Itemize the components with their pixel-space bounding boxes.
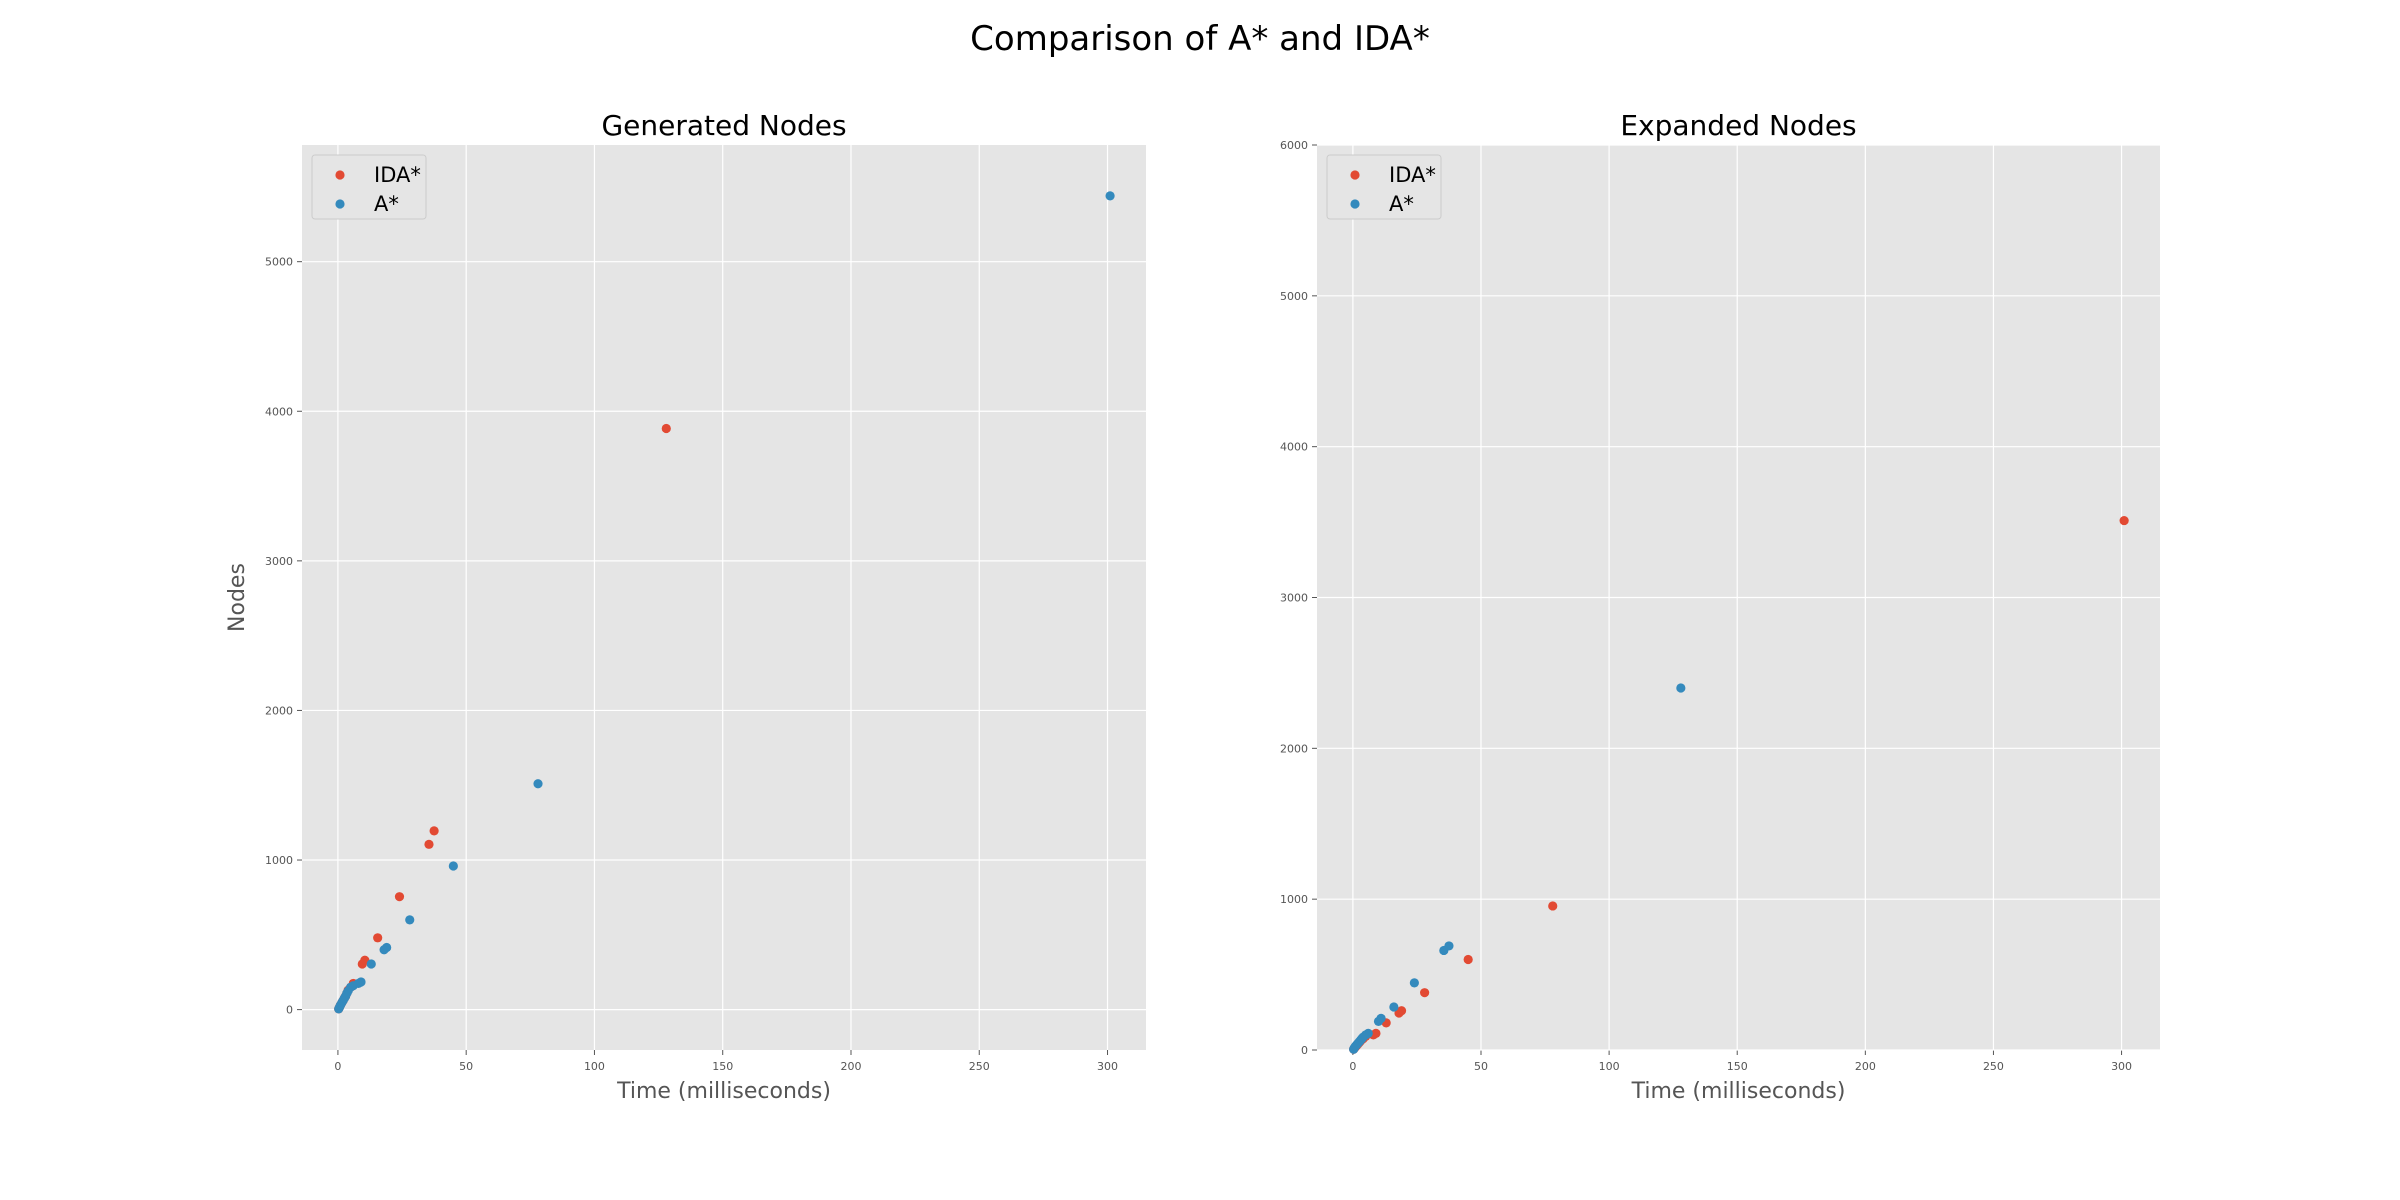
y-tick-label: 2000: [265, 704, 293, 717]
x-tick-label: 250: [969, 1060, 990, 1073]
y-tick-label: 0: [1301, 1044, 1308, 1057]
idastar-point: [1371, 1028, 1381, 1039]
y-tick-label: 5000: [265, 256, 293, 269]
figure-title: Comparison of A* and IDA*: [970, 19, 1430, 59]
idastar-point: [1420, 988, 1430, 998]
idastar-point: [394, 892, 405, 902]
y-tick-label: 4000: [265, 405, 293, 418]
legend-marker: [335, 199, 345, 209]
y-tick-label: 6000: [1280, 139, 1308, 152]
x-tick-label: 300: [1097, 1060, 1118, 1073]
expanded-nodes-panel: 0 50 100 150 200 250 3000100020003000400050006…: [1280, 109, 2160, 1104]
legend-marker: [335, 170, 345, 180]
legend-label: A*: [374, 192, 399, 216]
astar-point: [1676, 683, 1686, 693]
y-axis-label: Nodes: [225, 563, 250, 632]
idastar-point: [429, 826, 439, 836]
astar-point: [405, 915, 415, 925]
x-tick-label: 50: [1474, 1060, 1488, 1073]
panel-title: Expanded Nodes: [1620, 109, 1856, 142]
y-tick-label: 0: [286, 1004, 293, 1017]
y-tick-label: 1000: [265, 854, 293, 867]
astar-point: [1376, 1013, 1386, 1023]
astar-point: [1363, 1028, 1373, 1039]
x-tick-label: 0: [334, 1060, 341, 1073]
y-tick-label: 1000: [1280, 893, 1308, 906]
legend-marker: [1350, 170, 1360, 180]
idastar-point: [424, 839, 434, 849]
y-tick-label: 4000: [1280, 441, 1308, 454]
idastar-point: [1463, 954, 1473, 965]
astar-point: [1105, 191, 1115, 201]
idastar-point: [2119, 515, 2129, 526]
astar-point: [1389, 1002, 1399, 1012]
x-tick-label: 50: [459, 1060, 473, 1073]
plot-area: [302, 145, 1146, 1050]
astar-point: [1444, 941, 1454, 951]
x-tick-label: 100: [584, 1060, 605, 1073]
astar-point: [533, 779, 543, 789]
x-tick-label: 300: [2111, 1060, 2132, 1073]
idastar-point: [373, 933, 383, 943]
legend-label: IDA*: [1389, 163, 1436, 187]
y-tick-label: 2000: [1280, 742, 1308, 755]
generated-nodes-panel: 0 50 100 150 200 250 300010002000300040005000G…: [225, 109, 1146, 1104]
idastar-point: [661, 423, 671, 434]
x-tick-label: 100: [1599, 1060, 1620, 1073]
x-axis-label: Time (milliseconds): [616, 1079, 831, 1104]
legend-label: A*: [1389, 192, 1414, 216]
astar-point: [382, 942, 392, 953]
x-tick-label: 250: [1983, 1060, 2004, 1073]
idastar-point: [1396, 1006, 1407, 1016]
astar-point: [366, 959, 376, 969]
x-axis-label: Time (milliseconds): [1631, 1079, 1846, 1104]
x-tick-label: 200: [1855, 1060, 1876, 1073]
astar-point: [1409, 978, 1419, 988]
x-tick-label: 200: [840, 1060, 861, 1073]
legend-label: IDA*: [374, 163, 421, 187]
panel-title: Generated Nodes: [601, 109, 846, 142]
idastar-point: [1548, 901, 1558, 911]
x-tick-label: 150: [1727, 1060, 1748, 1073]
y-tick-label: 3000: [1280, 592, 1308, 605]
y-tick-label: 3000: [265, 555, 293, 568]
y-tick-label: 5000: [1280, 290, 1308, 303]
astar-point: [448, 861, 458, 871]
astar-point: [356, 977, 366, 987]
legend-marker: [1350, 199, 1360, 209]
x-tick-label: 0: [1349, 1060, 1356, 1073]
x-tick-label: 150: [712, 1060, 733, 1073]
